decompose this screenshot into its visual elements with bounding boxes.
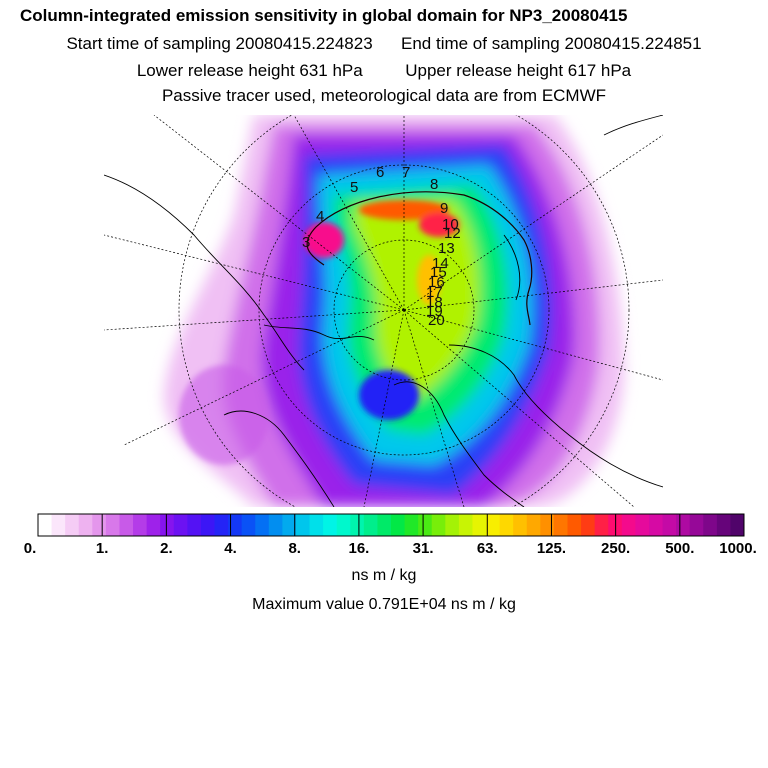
- colorbar-swatch: [716, 514, 731, 536]
- colorbar-swatch: [486, 514, 501, 536]
- colorbar-swatch: [65, 514, 80, 536]
- colorbar-swatch: [621, 514, 636, 536]
- trajectory-label: 17: [426, 284, 443, 301]
- colorbar-swatch: [472, 514, 487, 536]
- colorbar-swatch: [458, 514, 473, 536]
- colorbar-tick-label: 250.: [601, 540, 631, 557]
- colorbar-swatch: [133, 514, 148, 536]
- colorbar-swatch: [730, 514, 745, 536]
- colorbar-swatch: [431, 514, 446, 536]
- colorbar-swatch: [282, 514, 297, 536]
- colorbar-tick-label: 1.: [95, 540, 109, 557]
- trajectory-path: [306, 191, 533, 326]
- colorbar-swatch: [146, 514, 161, 536]
- colorbar-tick-label: 63.: [476, 540, 498, 557]
- colorbar-swatch: [567, 514, 582, 536]
- trajectory-label: 14: [432, 255, 449, 272]
- colorbar-swatch: [255, 514, 270, 536]
- colorbar: [37, 513, 745, 537]
- colorbar-swatch: [38, 514, 53, 536]
- colorbar-swatch: [295, 514, 311, 536]
- colorbar-border: [37, 513, 745, 537]
- trajectory-label: 18: [426, 294, 443, 311]
- start-time: Start time of sampling 20080415.224823: [66, 34, 373, 53]
- colorbar-swatch: [309, 514, 324, 536]
- trajectory-label: 16: [428, 274, 445, 291]
- trajectory-label: 7: [402, 164, 410, 181]
- colorbar-swatch: [105, 514, 120, 536]
- lower-release-height: Lower release height 631 hPa: [136, 61, 363, 80]
- colorbar-swatch: [214, 514, 229, 536]
- colorbar-swatch: [323, 514, 338, 536]
- trajectory-label: 12: [444, 225, 461, 242]
- colorbar-swatch: [119, 514, 134, 536]
- trajectory-label: 3: [302, 234, 310, 251]
- colorbar-swatch: [662, 514, 677, 536]
- trajectory-label: 9: [440, 200, 448, 217]
- colorbar-tick-label: 500.: [665, 540, 695, 557]
- colorbar-swatch: [78, 514, 93, 536]
- colorbar-swatch: [689, 514, 704, 536]
- trajectory-label: 6: [376, 164, 384, 181]
- trajectory-label: 5: [350, 179, 358, 196]
- trajectory-label: 8: [430, 176, 438, 193]
- colorbar-swatch: [391, 514, 406, 536]
- colorbar-tick-label: 8.: [288, 540, 301, 557]
- colorbar-swatch: [676, 514, 691, 536]
- colorbar-swatch: [418, 514, 433, 536]
- trajectory-label: 10: [442, 216, 459, 233]
- colorbar-swatch: [241, 514, 256, 536]
- release-heights: Lower release height 631 hPa Upper relea…: [0, 61, 768, 81]
- colorbar-swatch: [499, 514, 514, 536]
- colorbar-tick-label: 125.: [536, 540, 567, 557]
- colorbar-swatch: [526, 514, 541, 536]
- colorbar-swatch: [377, 514, 392, 536]
- colorbar-tick-label: 1000.: [719, 540, 757, 557]
- colorbar-swatch: [92, 514, 107, 536]
- colorbar-swatch: [404, 514, 419, 536]
- tracer-note: Passive tracer used, meteorological data…: [161, 86, 607, 105]
- colorbar-tick-label: 16.: [348, 540, 370, 557]
- colorbar-swatch: [187, 514, 202, 536]
- colorbar-swatch: [173, 514, 188, 536]
- trajectory-label: 19: [426, 303, 443, 320]
- colorbar-swatch: [268, 514, 283, 536]
- colorbar-swatch: [594, 514, 609, 536]
- colorbar-swatch: [51, 514, 66, 536]
- colorbar-tick-label: 31.: [412, 540, 434, 557]
- colorbar-swatch: [648, 514, 664, 536]
- emission-sensitivity-map: [104, 115, 663, 507]
- sensitivity-field: [164, 115, 624, 507]
- colorbar-swatch: [703, 514, 718, 536]
- sampling-times: Start time of sampling 20080415.224823 E…: [0, 34, 768, 54]
- colorbar-tick-label: 2.: [160, 540, 173, 557]
- end-time: End time of sampling 20080415.224851: [401, 34, 702, 53]
- trajectory-label: 4: [316, 208, 324, 225]
- colorbar-tick-label: 4.: [224, 540, 237, 557]
- chart-title: Column-integrated emission sensitivity i…: [20, 6, 628, 25]
- maximum-value: Maximum value 0.791E+04 ns m / kg: [252, 596, 516, 613]
- colorbar-swatch: [540, 514, 555, 536]
- graticule: [104, 115, 663, 507]
- upper-release-height: Upper release height 617 hPa: [405, 61, 632, 80]
- trajectory-label: 13: [438, 240, 455, 257]
- colorbar-swatch: [581, 514, 596, 536]
- colorbar-swatch: [445, 514, 460, 536]
- trajectory-label: 20: [428, 312, 445, 329]
- colorbar-swatch: [160, 514, 175, 536]
- colorbar-swatch: [200, 514, 215, 536]
- colorbar-swatch: [228, 514, 243, 536]
- trajectory-label: 15: [430, 264, 447, 281]
- colorbar-swatch: [513, 514, 528, 536]
- colorbar-swatch: [336, 514, 351, 536]
- colorbar-tick-label: 0.: [23, 540, 37, 557]
- colorbar-swatch: [363, 514, 378, 536]
- colorbar-swatch: [350, 514, 365, 536]
- colorbar-swatch: [553, 514, 568, 536]
- colorbar-unit: ns m / kg: [351, 567, 417, 584]
- colorbar-swatch: [635, 514, 650, 536]
- coastlines: [104, 115, 663, 507]
